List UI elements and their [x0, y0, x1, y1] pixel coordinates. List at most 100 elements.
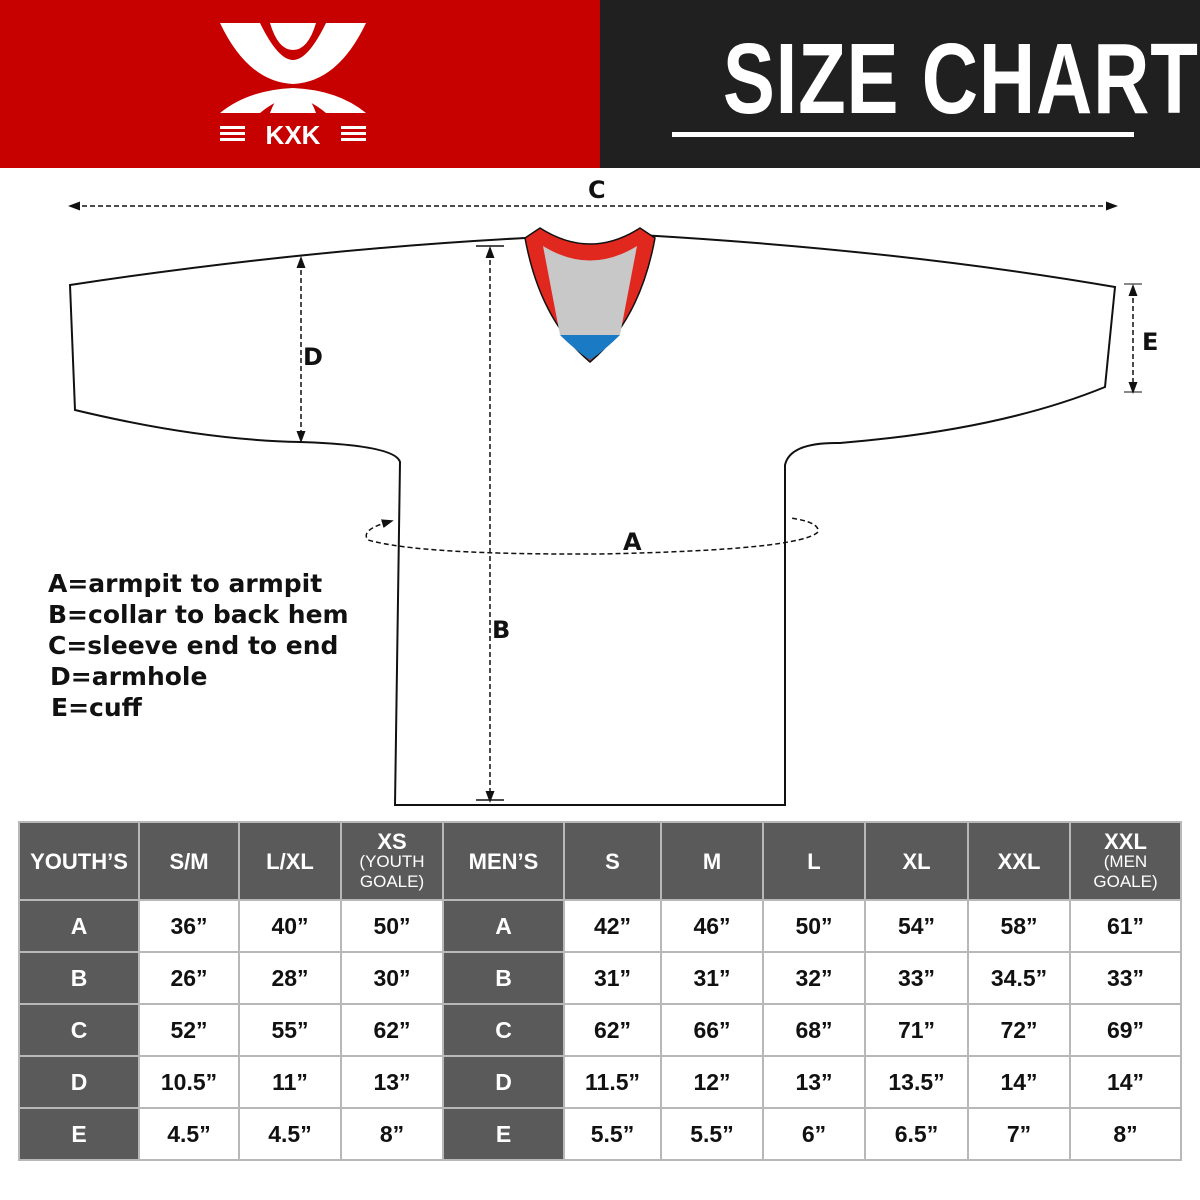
jersey-outline [68, 234, 1117, 806]
cell-text: 5.5” [690, 1120, 734, 1147]
size-header: S/M [140, 823, 238, 899]
cell-text: 12” [693, 1068, 731, 1095]
value-cell: 69” [1071, 1005, 1180, 1055]
table-header-row: YOUTH’S S/M L/XL XS (YOUTH GOALE) MEN’S S M L XL X… [20, 823, 1180, 899]
value-cell: 50” [764, 901, 864, 951]
value-cell: 5.5” [565, 1109, 660, 1159]
value-cell: 42” [565, 901, 660, 951]
cell-text: 62” [373, 1016, 411, 1043]
cell-text: 62” [593, 1016, 632, 1043]
value-cell: 33” [1071, 953, 1180, 1003]
value-cell: 54” [866, 901, 967, 951]
title-underline [672, 132, 1134, 137]
value-cell: 68” [764, 1005, 864, 1055]
cell-text: 5.5” [590, 1120, 635, 1147]
legend-item: B=collar to back hem [48, 600, 349, 629]
cell-text: 33” [897, 964, 936, 991]
value-cell: 62” [342, 1005, 442, 1055]
kxk-logo: KXK [220, 23, 366, 150]
cell-text: 11.5” [585, 1068, 640, 1095]
jersey-diagram [68, 201, 1142, 806]
value-cell: 61” [1071, 901, 1180, 951]
table-row: E 4.5” 4.5” 8” E 5.5” 5.5” 6” 6.5” 7” 8” [20, 1109, 1180, 1159]
cell-text: L/XL [266, 848, 314, 874]
value-cell: 10.5” [140, 1057, 238, 1107]
value-cell: 26” [140, 953, 238, 1003]
legend-item: A=armpit to armpit [48, 569, 323, 598]
row-label: B [20, 953, 138, 1003]
value-cell: 31” [662, 953, 762, 1003]
row-label: A [444, 901, 563, 951]
cell-text: D [70, 1068, 88, 1095]
youth-header: YOUTH’S [20, 823, 138, 899]
value-cell: 66” [662, 1005, 762, 1055]
cell-text: 34.5” [990, 964, 1048, 991]
cell-text: 50” [373, 912, 411, 939]
value-cell: 46” [662, 901, 762, 951]
men-header: MEN’S [444, 823, 563, 899]
cell-text: 13” [795, 1068, 833, 1095]
value-cell: 55” [240, 1005, 340, 1055]
cell-text: XXL [997, 848, 1041, 874]
value-cell: 72” [969, 1005, 1069, 1055]
cell-text: 10.5” [160, 1068, 218, 1095]
row-label: C [444, 1005, 563, 1055]
value-cell: 33” [866, 953, 967, 1003]
value-cell: 14” [1071, 1057, 1180, 1107]
cell-text: 7” [1006, 1120, 1032, 1147]
cell-text: 4.5” [167, 1120, 211, 1147]
cell-text: 26” [170, 964, 208, 991]
value-cell: 32” [764, 953, 864, 1003]
value-cell: 28” [240, 953, 340, 1003]
size-header: XXL [969, 823, 1069, 899]
cell-text: B [70, 964, 88, 991]
label-b: B [492, 616, 511, 644]
cell-text: D [495, 1068, 512, 1095]
size-header: XS (YOUTH GOALE) [342, 823, 442, 899]
value-cell: 40” [240, 901, 340, 951]
cell-text: M [702, 848, 722, 874]
cell-text: E [495, 1120, 512, 1147]
legend-item: E=cuff [51, 693, 142, 722]
value-cell: 14” [969, 1057, 1069, 1107]
value-cell: 13” [342, 1057, 442, 1107]
size-header: XL [866, 823, 967, 899]
cell-text: XL [902, 848, 931, 874]
cell-text: 68” [795, 1016, 833, 1043]
label-d: D [303, 343, 323, 371]
value-cell: 6” [764, 1109, 864, 1159]
value-cell: 62” [565, 1005, 660, 1055]
label-a: A [623, 528, 642, 556]
value-cell: 4.5” [140, 1109, 238, 1159]
cell-text: 14” [1106, 1068, 1145, 1095]
value-cell: 58” [969, 901, 1069, 951]
cell-text: 69” [1106, 1016, 1145, 1043]
cell-text: 66” [693, 1016, 731, 1043]
row-label: C [20, 1005, 138, 1055]
value-cell: 50” [342, 901, 442, 951]
cell-text: 31” [593, 964, 632, 991]
cell-text: 31” [693, 964, 731, 991]
cell-subtext: (YOUTH GOALE) [359, 851, 425, 891]
cell-text: L [807, 848, 821, 874]
measurement-legend: A=armpit to armpit B=collar to back hem … [48, 568, 349, 723]
cell-text: 13.5” [888, 1068, 945, 1095]
cell-text: 61” [1106, 912, 1145, 939]
table-row: A 36” 40” 50” A 42” 46” 50” 54” 58” 61” [20, 901, 1180, 951]
label-e: E [1142, 328, 1159, 356]
value-cell: 11” [240, 1057, 340, 1107]
header-title-panel [600, 0, 1200, 168]
cell-text: 42” [593, 912, 632, 939]
label-c: C [588, 176, 606, 204]
legend-item: D=armhole [50, 662, 208, 691]
cell-text: XS [377, 828, 407, 854]
value-cell: 30” [342, 953, 442, 1003]
table-row: D 10.5” 11” 13” D 11.5” 12” 13” 13.5” 14” 14” [20, 1057, 1180, 1107]
cell-text: 33” [1106, 964, 1145, 991]
cell-text: 28” [271, 964, 309, 991]
row-label: B [444, 953, 563, 1003]
cell-text: S/M [169, 848, 209, 874]
page-title: SIZE CHART [722, 23, 1199, 135]
legend-item: C=sleeve end to end [48, 631, 339, 660]
cell-text: XXL [1104, 828, 1147, 854]
